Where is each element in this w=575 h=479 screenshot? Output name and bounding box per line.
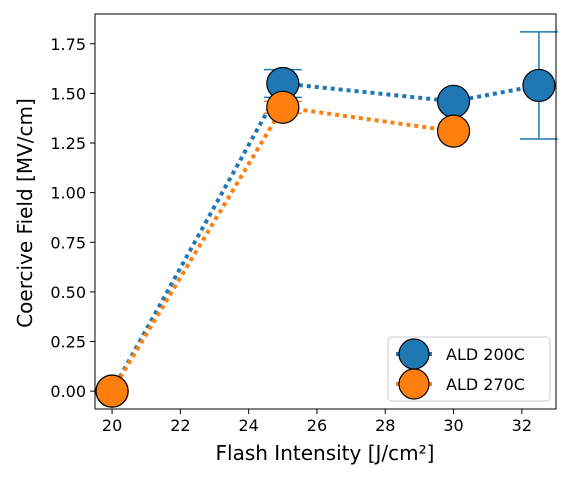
legend-marker [398,368,430,400]
y-tick-label: 0.00 [50,382,86,401]
x-tick-label: 24 [238,416,258,435]
legend: ALD 200C ALD 270C [387,336,551,402]
axes: 20 22 24 26 28 30 32 0.00 0.25 0.50 0.75 1.00 1.25 1.… [50,13,557,435]
data-point [95,374,129,408]
data-point [436,114,471,148]
x-tick-label: 22 [170,416,190,435]
x-axis-label: Flash Intensity [J/cm²] [216,441,435,465]
axes-frame [94,13,557,410]
y-tick-label: 1.50 [50,84,86,103]
y-tick-label: 1.75 [50,35,86,54]
x-tick-label: 32 [512,416,532,435]
plot-area [95,31,558,408]
x-tick-label: 20 [102,416,122,435]
y-tick-label: 0.75 [50,233,86,252]
legend-label: ALD 270C [446,375,525,394]
data-point [266,90,300,124]
y-tick-label: 0.25 [50,333,86,352]
legend-label: ALD 200C [446,345,525,364]
y-tick-label: 1.00 [50,184,86,203]
y-tick-label: 0.50 [50,283,86,302]
series-line [110,81,454,393]
x-tick-label: 30 [443,416,463,435]
data-point [436,84,471,118]
x-tick-label: 26 [307,416,327,435]
y-axis-label: Coercive Field [MV/cm] [13,98,37,328]
legend-marker [398,338,430,370]
y-tick-label: 1.25 [50,134,86,153]
data-point [522,68,556,103]
x-tick-label: 28 [375,416,395,435]
